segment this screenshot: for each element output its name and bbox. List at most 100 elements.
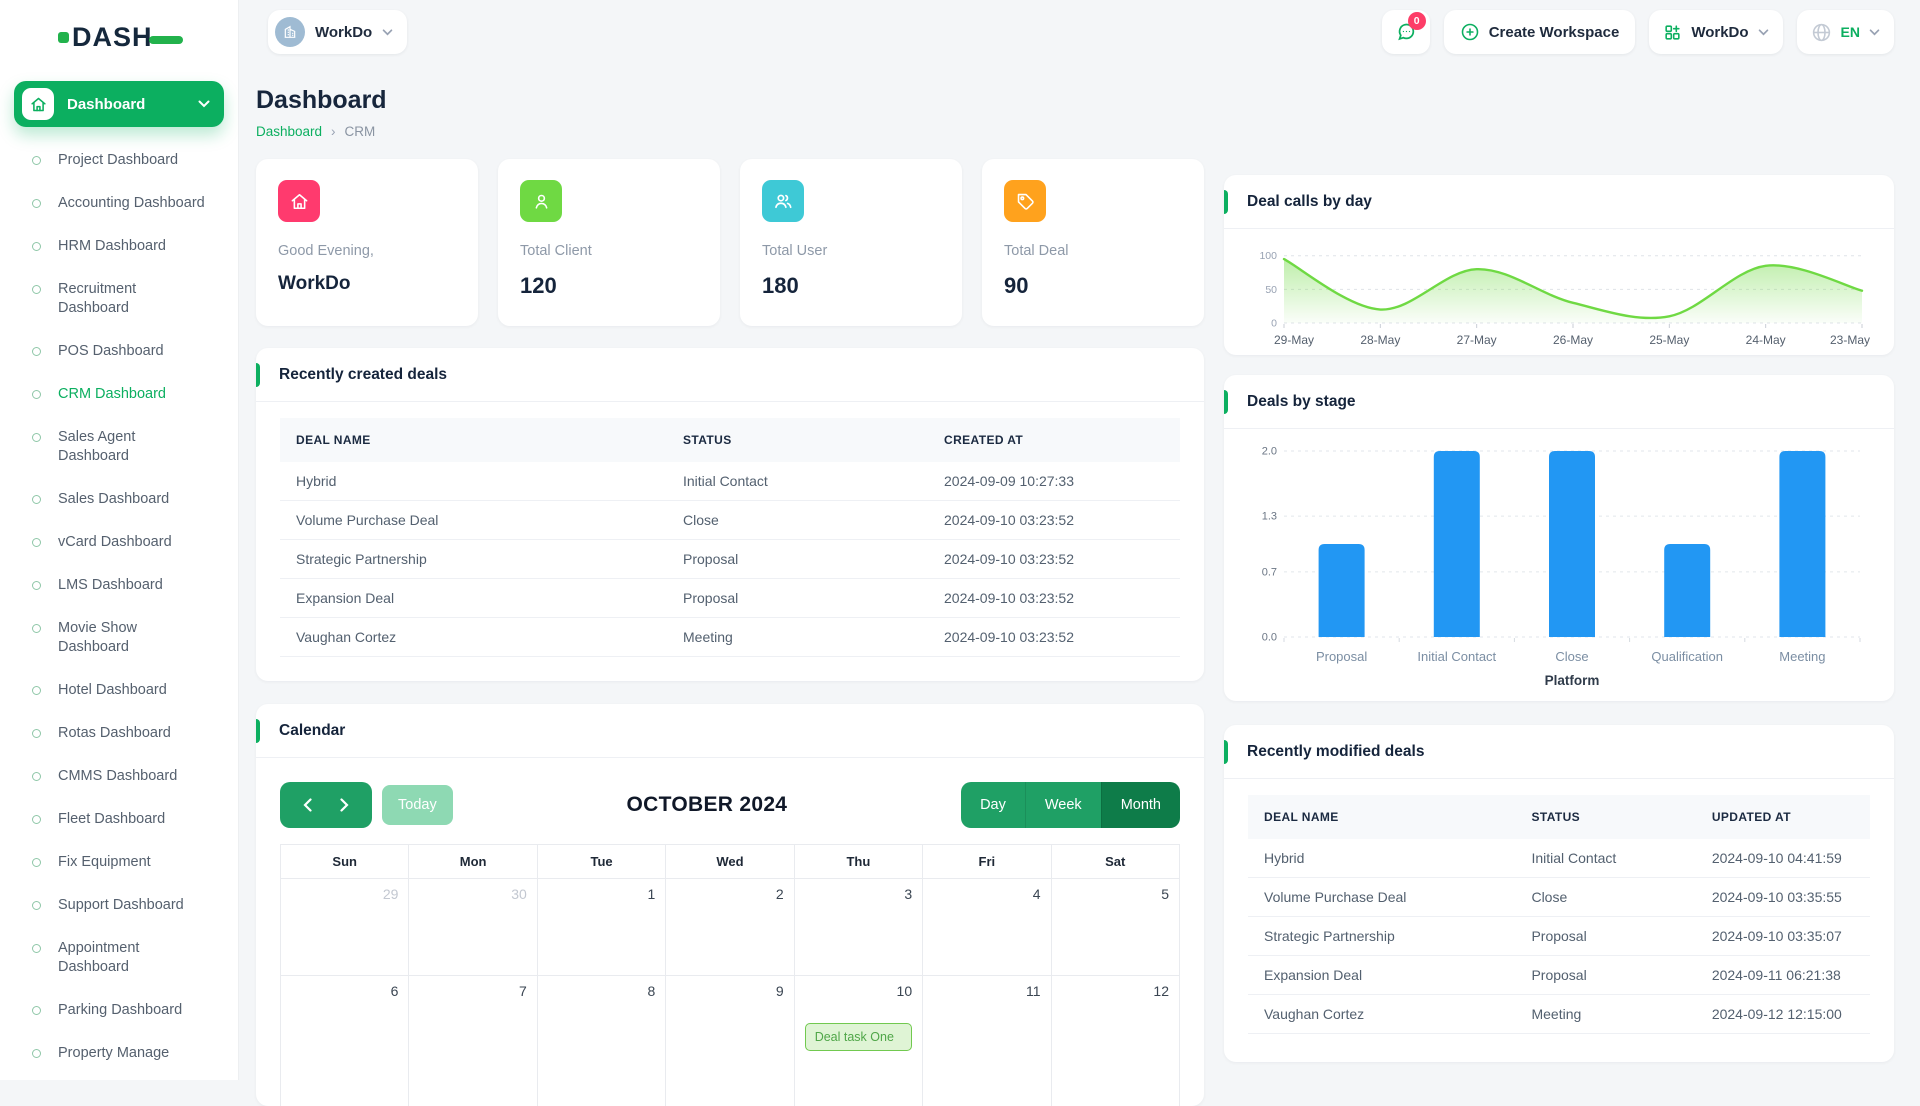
circle-bullet-icon xyxy=(32,495,41,504)
sidebar-item-project-dashboard[interactable]: Project Dashboard xyxy=(16,139,228,182)
table-cell: Volume Purchase Deal xyxy=(1248,878,1515,917)
calendar-view-month-button[interactable]: Month xyxy=(1101,782,1180,828)
sidebar-item-accounting-dashboard[interactable]: Accounting Dashboard xyxy=(16,182,228,225)
sidebar-item-label: vCard Dashboard xyxy=(58,533,172,552)
card-title: Deal calls by day xyxy=(1247,193,1372,211)
calendar-day-cell[interactable]: 4 xyxy=(923,879,1051,976)
calendar-day-cell[interactable]: 29 xyxy=(281,879,409,976)
brand-logo[interactable]: DASH xyxy=(0,0,238,59)
card-title: Recently modified deals xyxy=(1247,743,1424,761)
sidebar-item-parking-dashboard[interactable]: Parking Dashboard xyxy=(16,989,228,1032)
card-header: Recently modified deals xyxy=(1224,725,1894,779)
circle-bullet-icon xyxy=(32,156,41,165)
calendar-day-cell[interactable]: 12 xyxy=(1051,976,1179,1106)
language-code: EN xyxy=(1841,24,1860,40)
calendar-prev-next-buttons[interactable] xyxy=(280,782,372,828)
column-header: STATUS xyxy=(1515,795,1695,839)
sidebar-item-recruitment-dashboard[interactable]: Recruitment Dashboard xyxy=(16,268,228,330)
sidebar-item-sales-dashboard[interactable]: Sales Dashboard xyxy=(16,478,228,521)
sidebar-item-hrm-dashboard[interactable]: HRM Dashboard xyxy=(16,225,228,268)
language-selector[interactable]: EN xyxy=(1797,10,1894,54)
calendar-today-button[interactable]: Today xyxy=(382,785,453,825)
stat-card-total-deal: Total Deal 90 xyxy=(982,159,1204,326)
calendar-day-number: 30 xyxy=(511,886,527,902)
chevron-down-icon xyxy=(1869,29,1880,36)
chevron-right-icon xyxy=(340,798,349,812)
calendar-day-cell[interactable]: 6 xyxy=(281,976,409,1106)
sidebar-item-support-dashboard[interactable]: Support Dashboard xyxy=(16,884,228,927)
messages-button[interactable]: 0 xyxy=(1382,10,1430,54)
chevron-down-icon xyxy=(198,100,210,108)
calendar-day-cell[interactable]: 3 xyxy=(794,879,922,976)
svg-text:Close: Close xyxy=(1555,649,1588,664)
create-workspace-button[interactable]: Create Workspace xyxy=(1444,10,1636,54)
sidebar-item-label: POS Dashboard xyxy=(58,342,164,361)
page-head: Dashboard Dashboard › CRM xyxy=(256,86,1894,139)
sidebar-item-label: Project Dashboard xyxy=(58,151,178,170)
stat-label: Total Client xyxy=(520,243,698,259)
logo-text: DASH xyxy=(72,22,153,53)
stat-label: Total Deal xyxy=(1004,243,1182,259)
sidebar-item-rotas-dashboard[interactable]: Rotas Dashboard xyxy=(16,712,228,755)
calendar-view-day-button[interactable]: Day xyxy=(961,782,1025,828)
column-header: UPDATED AT xyxy=(1696,795,1870,839)
calendar-day-cell[interactable]: 30 xyxy=(409,879,537,976)
create-workspace-label: Create Workspace xyxy=(1489,24,1620,41)
sidebar-item-label: Hotel Dashboard xyxy=(58,681,167,700)
sidebar-item-pos-dashboard[interactable]: POS Dashboard xyxy=(16,330,228,373)
workspace-selector[interactable]: WorkDo xyxy=(268,10,407,54)
sidebar-item-cmms-dashboard[interactable]: CMMS Dashboard xyxy=(16,755,228,798)
chevron-left-icon xyxy=(303,798,312,812)
calendar-day-cell[interactable]: 9 xyxy=(666,976,794,1106)
sidebar-item-sales-agent-dashboard[interactable]: Sales Agent Dashboard xyxy=(16,416,228,478)
sidebar-item-crm-dashboard[interactable]: CRM Dashboard xyxy=(16,373,228,416)
sidebar-item-lms-dashboard[interactable]: LMS Dashboard xyxy=(16,564,228,607)
sidebar-item-property-manage[interactable]: Property Manage xyxy=(16,1032,228,1075)
breadcrumb-root-link[interactable]: Dashboard xyxy=(256,124,322,139)
sidebar-item-fix-equipment[interactable]: Fix Equipment xyxy=(16,841,228,884)
sidebar-item-movie-show-dashboard[interactable]: Movie Show Dashboard xyxy=(16,607,228,669)
svg-text:23-May: 23-May xyxy=(1830,333,1870,347)
stat-value: 90 xyxy=(1004,273,1182,299)
sidebar-item-appointment-dashboard[interactable]: Appointment Dashboard xyxy=(16,927,228,989)
sidebar-item-fleet-dashboard[interactable]: Fleet Dashboard xyxy=(16,798,228,841)
sidebar-item-beauty-spa-dashboard[interactable]: Beauty Spa Dashboard xyxy=(16,1075,228,1080)
stat-card-total-client: Total Client 120 xyxy=(498,159,720,326)
circle-bullet-icon xyxy=(32,285,41,294)
circle-bullet-icon xyxy=(32,538,41,547)
svg-text:0: 0 xyxy=(1271,318,1277,330)
calendar-day-number: 4 xyxy=(1033,886,1041,902)
stat-value: WorkDo xyxy=(278,273,456,295)
table-cell: Hybrid xyxy=(280,462,667,501)
svg-text:Initial Contact: Initial Contact xyxy=(1417,649,1496,664)
svg-text:25-May: 25-May xyxy=(1649,333,1689,347)
sidebar-item-hotel-dashboard[interactable]: Hotel Dashboard xyxy=(16,669,228,712)
calendar-day-cell[interactable]: 2 xyxy=(666,879,794,976)
workspace-menu-button[interactable]: WorkDo xyxy=(1649,10,1782,54)
calendar-day-cell[interactable]: 7 xyxy=(409,976,537,1106)
calendar-day-cell[interactable]: 1 xyxy=(537,879,665,976)
table-cell: 2024-09-10 03:23:52 xyxy=(928,618,1180,657)
table-cell: Meeting xyxy=(667,618,928,657)
calendar-event[interactable]: Deal task One xyxy=(805,1023,912,1051)
topbar: WorkDo 0 xyxy=(256,0,1894,64)
sidebar-item-vcard-dashboard[interactable]: vCard Dashboard xyxy=(16,521,228,564)
svg-text:1.3: 1.3 xyxy=(1262,511,1277,523)
calendar-day-cell[interactable]: 8 xyxy=(537,976,665,1106)
circle-bullet-icon xyxy=(32,433,41,442)
sidebar-item-dashboard[interactable]: Dashboard xyxy=(14,81,224,127)
plus-circle-icon xyxy=(1460,22,1480,42)
calendar-view-week-button[interactable]: Week xyxy=(1025,782,1101,828)
circle-bullet-icon xyxy=(32,581,41,590)
calendar-day-cell[interactable]: 5 xyxy=(1051,879,1179,976)
page-title: Dashboard xyxy=(256,86,1894,115)
calendar-day-cell[interactable]: 11 xyxy=(923,976,1051,1106)
